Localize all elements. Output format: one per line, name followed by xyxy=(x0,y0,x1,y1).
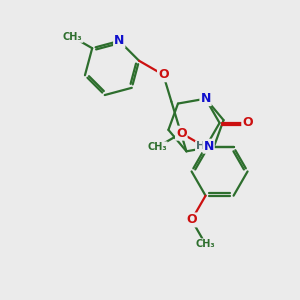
Text: N: N xyxy=(203,140,214,153)
Text: CH₃: CH₃ xyxy=(147,142,167,152)
Text: O: O xyxy=(158,68,169,81)
Text: CH₃: CH₃ xyxy=(196,239,215,249)
Text: N: N xyxy=(200,92,211,105)
Text: N: N xyxy=(114,34,124,47)
Text: O: O xyxy=(242,116,253,129)
Text: O: O xyxy=(186,213,197,226)
Text: H: H xyxy=(196,141,205,151)
Text: O: O xyxy=(176,127,187,140)
Text: CH₃: CH₃ xyxy=(63,32,83,42)
